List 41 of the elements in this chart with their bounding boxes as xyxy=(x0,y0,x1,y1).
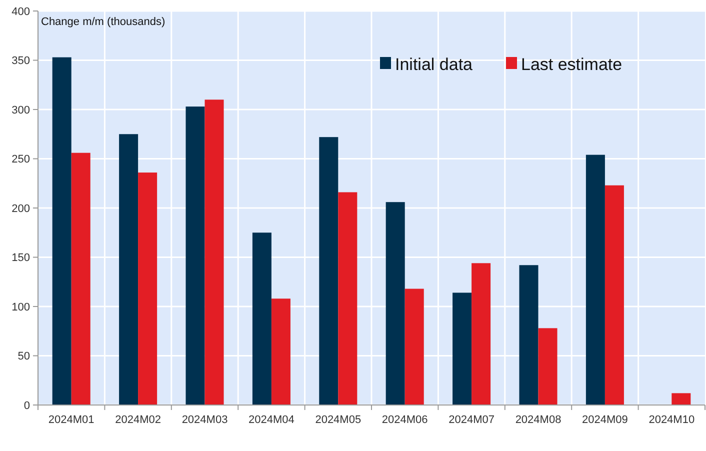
bar xyxy=(271,298,290,405)
x-tick-label: 2024M08 xyxy=(515,414,562,426)
x-tick-label: 2024M04 xyxy=(248,414,294,426)
bar xyxy=(452,292,472,405)
y-tick-label: 400 xyxy=(12,6,30,18)
bar xyxy=(319,137,338,405)
bar xyxy=(138,172,158,405)
bar xyxy=(386,202,405,405)
bar xyxy=(586,154,605,405)
y-tick-label: 300 xyxy=(12,104,30,116)
bar xyxy=(672,393,691,405)
bar xyxy=(252,232,272,405)
y-tick-label: 350 xyxy=(12,55,30,68)
x-tick-label: 2024M02 xyxy=(115,414,161,426)
x-tick-label: 2024M03 xyxy=(182,414,228,426)
x-tick-label: 2024M09 xyxy=(582,414,628,426)
y-tick-label: 100 xyxy=(12,301,30,314)
y-tick-label: 250 xyxy=(12,154,30,166)
bar xyxy=(71,152,90,405)
y-tick-label: 50 xyxy=(18,350,30,363)
y-tick-label: 0 xyxy=(24,400,30,412)
legend-label: Initial data xyxy=(395,54,474,74)
bar xyxy=(604,185,624,405)
x-tick-label: 2024M06 xyxy=(382,414,428,426)
bar xyxy=(472,263,491,405)
bar xyxy=(186,106,205,405)
bar xyxy=(538,328,558,405)
bar xyxy=(404,288,424,405)
x-tick-label: 2024M01 xyxy=(48,414,94,426)
bar xyxy=(52,57,72,405)
bar xyxy=(204,100,224,405)
bar xyxy=(119,134,138,405)
y-tick-label: 200 xyxy=(12,202,30,215)
x-tick-label: 2024M10 xyxy=(648,414,695,426)
y-axis-title: Change m/m (thousands) xyxy=(41,16,166,28)
bar xyxy=(338,192,358,405)
legend-label: Last estimate xyxy=(521,54,622,74)
x-tick-label: 2024M07 xyxy=(448,414,494,426)
y-tick-label: 150 xyxy=(12,252,30,264)
x-tick-label: 2024M05 xyxy=(315,414,362,426)
bar xyxy=(519,265,538,405)
